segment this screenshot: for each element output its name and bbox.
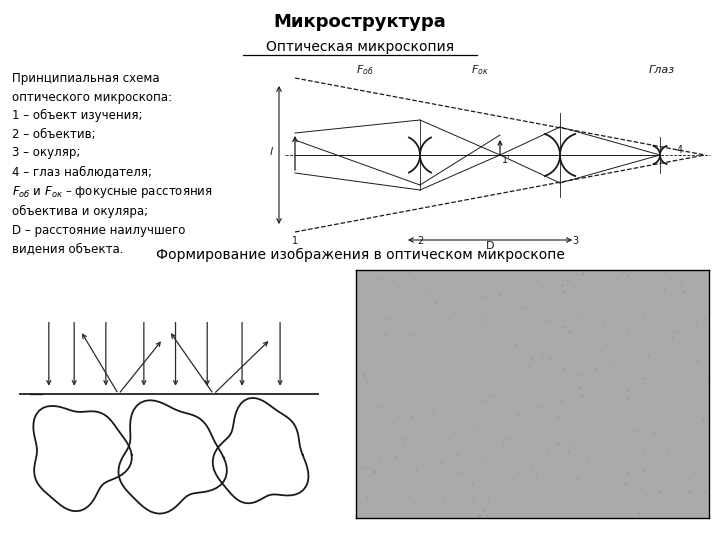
Text: Глаз: Глаз	[649, 65, 675, 75]
Text: Оптическая микроскопия: Оптическая микроскопия	[266, 40, 454, 54]
Text: $F_{об}$: $F_{об}$	[356, 63, 374, 77]
Text: Формирование изображения в оптическом микроскопе: Формирование изображения в оптическом ми…	[156, 248, 564, 262]
Text: Микроструктура: Микроструктура	[274, 13, 446, 31]
Text: $F_{ок}$: $F_{ок}$	[471, 63, 489, 77]
Text: 4: 4	[677, 145, 683, 155]
Text: 1: 1	[292, 236, 298, 246]
Text: D: D	[486, 241, 494, 251]
Text: l: l	[269, 147, 273, 157]
Text: 3: 3	[572, 236, 578, 246]
Text: Принципиальная схема
оптического микроскопа:
1 – объект изучения;
2 – объектив;
: Принципиальная схема оптического микроск…	[12, 72, 212, 255]
Text: 1': 1'	[502, 155, 510, 165]
Text: 2: 2	[417, 236, 423, 246]
